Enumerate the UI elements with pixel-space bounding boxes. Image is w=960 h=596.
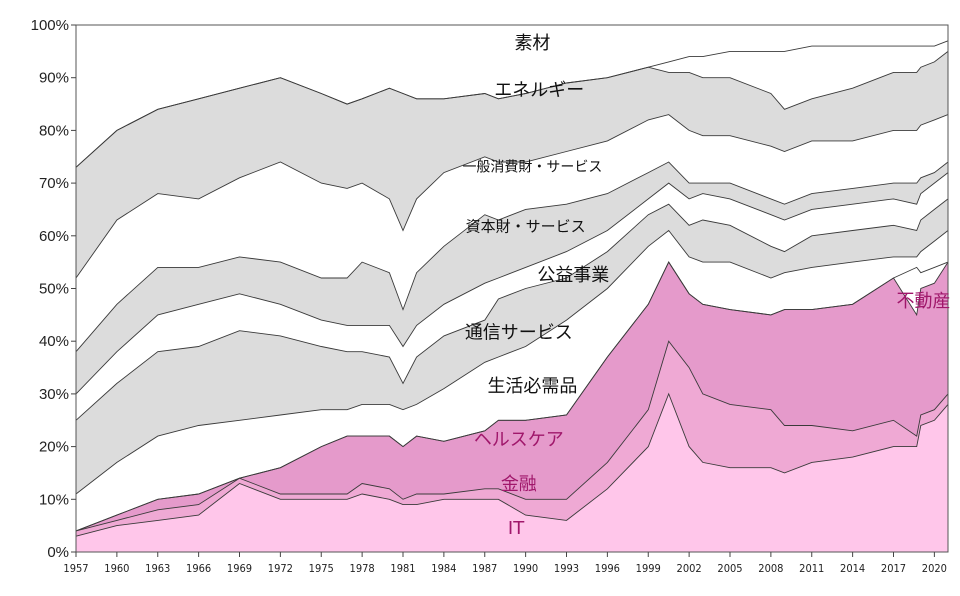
x-tick-label: 1972 (268, 562, 293, 575)
y-tick-label: 40% (39, 333, 69, 350)
y-tick-label: 20% (39, 439, 69, 456)
label-資本財-サービス: 資本財・サービス (466, 218, 586, 236)
x-tick-label: 2005 (717, 562, 742, 575)
label-エネルギー: エネルギー (494, 80, 584, 101)
area-IT (76, 393, 948, 552)
boundary-line-通信サービス (75, 198, 949, 421)
boundary-line-資本財-サービス (75, 161, 949, 352)
label-生活必需品: 生活必需品 (487, 376, 577, 397)
label-公益事業: 公益事業 (537, 265, 609, 286)
x-tick-label: 1996 (595, 562, 620, 575)
x-tick-label: 1984 (431, 562, 456, 575)
label-一般消費財-サービス: 一般消費財・サービス (462, 160, 602, 176)
x-tick-label: 1978 (350, 562, 375, 575)
boundary-line-素材 (75, 40, 949, 168)
y-tick-label: 70% (39, 175, 69, 192)
boundary-line-不動産 (75, 261, 949, 532)
x-tick-label: 1999 (636, 562, 661, 575)
label-ヘルスケア: ヘルスケア (474, 430, 564, 451)
x-tick-label: 1966 (186, 562, 211, 575)
area-通信サービス (76, 198, 948, 494)
x-tick-label: 2002 (677, 562, 702, 575)
area-ヘルスケア (76, 262, 948, 531)
x-tick-label: 1981 (390, 562, 415, 575)
y-tick-label: 100% (31, 17, 69, 34)
area-layers (75, 40, 949, 552)
boundary-line-金融 (75, 340, 949, 532)
x-tick-label: 1975 (309, 562, 334, 575)
y-tick-label: 50% (39, 281, 69, 298)
x-tick-label: 2008 (758, 562, 783, 575)
x-tick-label: 2017 (881, 562, 906, 575)
x-tick-label: 1957 (63, 562, 88, 575)
x-tick-label: 1969 (227, 562, 252, 575)
x-tick-label: 2020 (922, 562, 947, 575)
x-tick-label: 1987 (472, 562, 497, 575)
x-tick-label: 1990 (513, 562, 538, 575)
boundary-line-一般消費財-サービス (75, 114, 949, 279)
y-tick-label: 80% (39, 122, 69, 139)
boundary-line-公益事業 (75, 172, 949, 395)
area-金融 (76, 341, 948, 537)
y-axis: 0% 10% 20% 30% 40% 50% 60% 70% 80% 90% 100% (31, 17, 76, 561)
x-axis: 1957 1960 1963 1966 1969 1972 1975 1978 1981 1984… (63, 552, 947, 575)
x-tick-label: 2011 (799, 562, 824, 575)
x-tick-label: 1993 (554, 562, 579, 575)
y-tick-label: 30% (39, 386, 69, 403)
label-素材: 素材 (514, 33, 550, 54)
x-tick-label: 1963 (145, 562, 170, 575)
boundary-line-生活必需品 (75, 229, 949, 495)
y-tick-label: 90% (39, 70, 69, 87)
area-一般消費財-サービス (76, 114, 948, 352)
area-生活必需品 (76, 230, 948, 531)
series-labels: 素材エネルギー一般消費財・サービス資本財・サービス公益事業通信サービス生活必需品… (462, 33, 950, 539)
label-IT: IT (508, 518, 525, 539)
area-素材 (76, 40, 948, 168)
x-tick-label: 2014 (840, 562, 865, 575)
y-tick-label: 10% (39, 491, 69, 508)
y-tick-label: 0% (47, 544, 69, 561)
x-tick-label: 1960 (104, 562, 129, 575)
y-tick-label: 60% (39, 228, 69, 245)
label-通信サービス: 通信サービス (465, 323, 573, 344)
boundary-line-IT (75, 392, 949, 537)
area-エネルギー (76, 51, 948, 279)
label-不動産: 不動産 (896, 291, 950, 312)
label-金融: 金融 (501, 474, 537, 495)
area-資本財-サービス (76, 162, 948, 394)
